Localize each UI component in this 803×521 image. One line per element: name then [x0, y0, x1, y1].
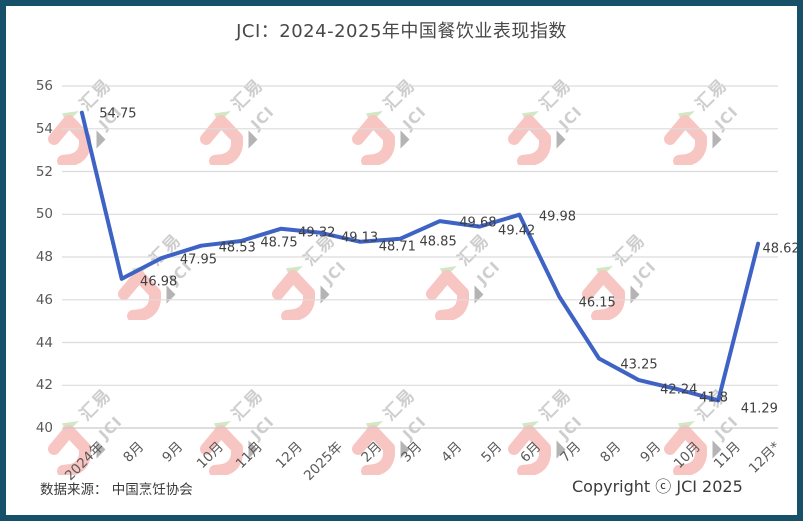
y-tick-label: 42	[35, 377, 53, 394]
y-tick-label: 46	[35, 291, 53, 308]
watermark-j-logo-icon	[48, 425, 91, 475]
watermark-j-logo-icon	[664, 115, 707, 165]
data-point-label: 48.75	[260, 235, 298, 251]
watermark-j-logo-icon	[118, 270, 161, 320]
watermark-tile: 汇易 JCI	[508, 65, 588, 177]
chart-title: JCI：2024-2025年中国餐饮业表现指数	[236, 21, 567, 42]
data-point-label: 46.15	[578, 295, 616, 311]
data-point-label: 48.53	[218, 240, 256, 256]
watermark-tile: 汇易 JCI	[664, 65, 744, 177]
data-point-label: 49.13	[340, 230, 379, 246]
copyright-note: Copyright ⓒ JCI 2025	[572, 477, 743, 496]
watermark-tile: 汇易 JCI	[352, 375, 432, 487]
data-point-label: 41.29	[740, 401, 778, 417]
data-point-label: 48.85	[419, 234, 457, 250]
data-point-label: 47.95	[179, 252, 218, 268]
watermark-tile: 汇易 JCI	[426, 220, 506, 332]
data-point-label: 42.24	[660, 382, 698, 398]
data-point-label: 49.32	[298, 225, 336, 241]
watermark-tile: 汇易 JCI	[508, 375, 588, 487]
y-tick-label: 50	[35, 206, 53, 223]
watermark-j-logo-icon	[200, 425, 243, 475]
watermark-j-logo-icon	[664, 425, 707, 475]
data-point-label: 49.98	[538, 209, 577, 225]
watermark-tile: 汇易 JCI	[664, 375, 744, 487]
data-point-label: 48.71	[378, 239, 416, 255]
watermark-tile: 汇易 JCI	[582, 220, 662, 332]
y-tick-label: 48	[35, 249, 53, 265]
y-tick-label: 44	[35, 334, 53, 351]
watermark-tile: 汇易 JCI	[200, 375, 280, 487]
watermark-tile: 汇易 JCI	[272, 220, 352, 332]
watermark-tile: 汇易 JCI	[48, 375, 128, 487]
watermark-j-logo-icon	[426, 270, 469, 320]
watermark-j-logo-icon	[352, 425, 395, 475]
data-point-label: 43.25	[620, 357, 658, 373]
y-tick-label: 56	[35, 78, 53, 94]
y-tick-label: 40	[35, 420, 53, 436]
watermark-j-logo-icon	[48, 115, 91, 165]
data-point-label: 54.75	[99, 106, 137, 122]
watermark-tile: 汇易 JCI	[48, 65, 128, 177]
data-point-label: 41.8	[699, 390, 729, 406]
watermark-j-logo-icon	[508, 425, 551, 475]
data-point-label: 49.68	[459, 215, 497, 231]
data-point-label: 46.98	[140, 274, 178, 290]
data-source-note: 数据来源： 中国烹饪协会	[40, 482, 193, 498]
watermark-tile: 汇易 JCI	[352, 65, 432, 177]
watermark-j-logo-icon	[200, 115, 243, 165]
watermark-j-logo-icon	[508, 115, 551, 165]
watermark-tile: 汇易 JCI	[200, 65, 280, 177]
data-point-label: 48.62	[762, 241, 800, 257]
index-line-series	[79, 110, 761, 403]
watermark-j-logo-icon	[352, 115, 395, 165]
data-point-label: 49.42	[498, 223, 536, 239]
watermark-j-logo-icon	[272, 270, 315, 320]
watermark-j-logo-icon	[582, 270, 625, 320]
y-tick-label: 52	[35, 163, 53, 180]
y-tick-label: 54	[35, 120, 53, 137]
